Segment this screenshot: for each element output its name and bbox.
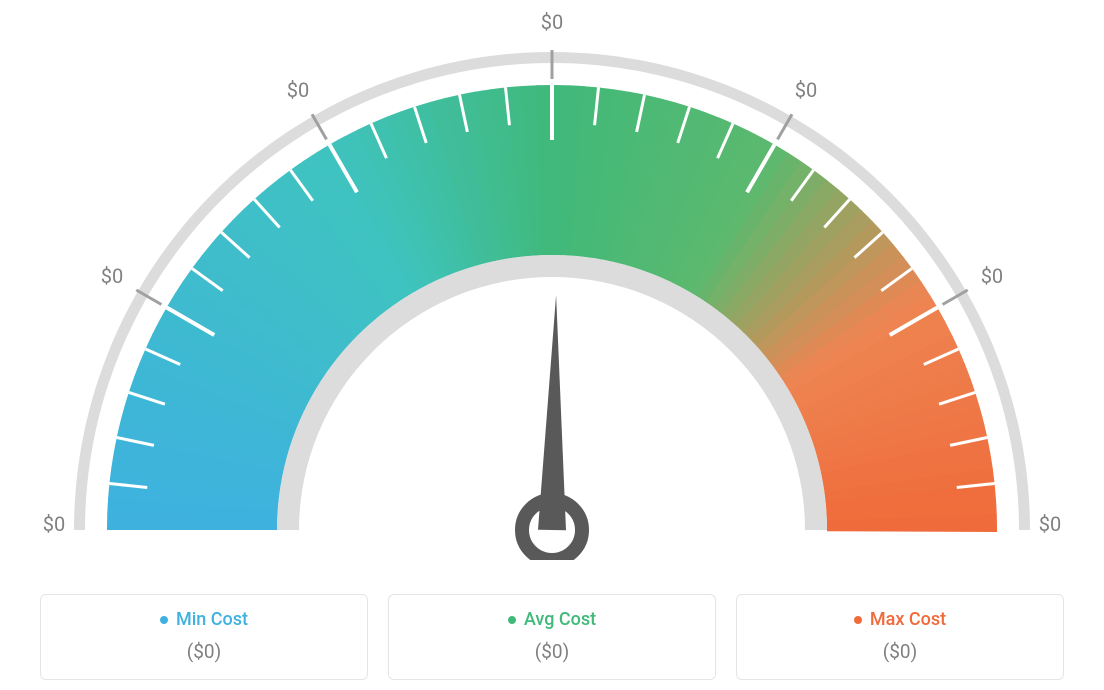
legend-label: Avg Cost: [524, 609, 596, 630]
legend-label: Min Cost: [176, 609, 248, 630]
gauge-tick-label: $0: [101, 264, 123, 288]
legend-label: Max Cost: [870, 609, 946, 630]
gauge-tick-label: $0: [287, 78, 309, 102]
legend-title: Min Cost: [160, 609, 248, 630]
legend-box: Min Cost ($0): [40, 594, 368, 681]
cost-gauge-chart: $0$0$0$0$0$0$0 Min Cost($0)Avg Cost($0)M…: [0, 0, 1104, 690]
legend-box: Avg Cost ($0): [388, 594, 716, 681]
legend-dot: [854, 616, 862, 624]
gauge-tick-label: $0: [981, 264, 1003, 288]
gauge-tick-label: $0: [1039, 512, 1061, 536]
legend-dot: [508, 616, 516, 624]
gauge-tick-label: $0: [541, 10, 563, 34]
legend-value: ($0): [409, 640, 695, 663]
legend-title: Max Cost: [854, 609, 946, 630]
legend-row: Min Cost ($0) Avg Cost ($0) Max Cost ($0): [40, 594, 1064, 681]
gauge-area: $0 $0 $0 $0 $0 $0 $0: [0, 0, 1104, 560]
legend-value: ($0): [757, 640, 1043, 663]
legend-box: Max Cost ($0): [736, 594, 1064, 681]
gauge-tick-label: $0: [795, 78, 817, 102]
legend-title: Avg Cost: [508, 609, 596, 630]
gauge-svg: [0, 0, 1104, 560]
legend-value: ($0): [61, 640, 347, 663]
gauge-tick-label: $0: [43, 512, 65, 536]
legend-dot: [160, 616, 168, 624]
